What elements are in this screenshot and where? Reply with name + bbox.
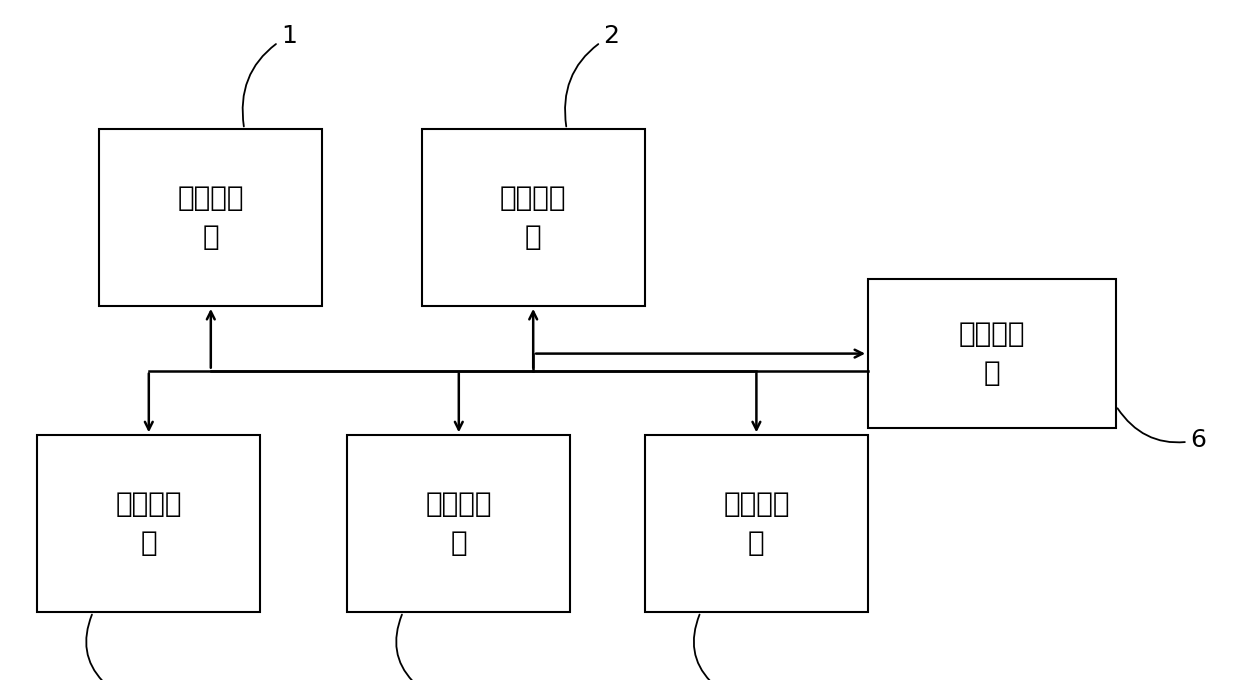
Text: 第三存储
罐: 第三存储 罐 bbox=[723, 490, 790, 557]
Text: 3: 3 bbox=[87, 615, 123, 680]
Text: 污水处理
厂: 污水处理 厂 bbox=[959, 320, 1025, 387]
Bar bbox=[99, 129, 322, 306]
Text: 第一煮漂
机: 第一煮漂 机 bbox=[177, 184, 244, 251]
Text: 第一存储
罐: 第一存储 罐 bbox=[115, 490, 182, 557]
Text: 第二存储
罐: 第二存储 罐 bbox=[425, 490, 492, 557]
Bar bbox=[37, 435, 260, 612]
Text: 4: 4 bbox=[397, 615, 433, 680]
Text: 5: 5 bbox=[694, 615, 730, 680]
Bar bbox=[645, 435, 868, 612]
Bar bbox=[868, 279, 1116, 428]
Text: 6: 6 bbox=[1117, 408, 1207, 452]
Text: 第二煮漂
机: 第二煮漂 机 bbox=[500, 184, 567, 251]
Bar bbox=[422, 129, 645, 306]
Bar bbox=[347, 435, 570, 612]
Text: 1: 1 bbox=[243, 24, 296, 126]
Text: 2: 2 bbox=[565, 24, 619, 126]
